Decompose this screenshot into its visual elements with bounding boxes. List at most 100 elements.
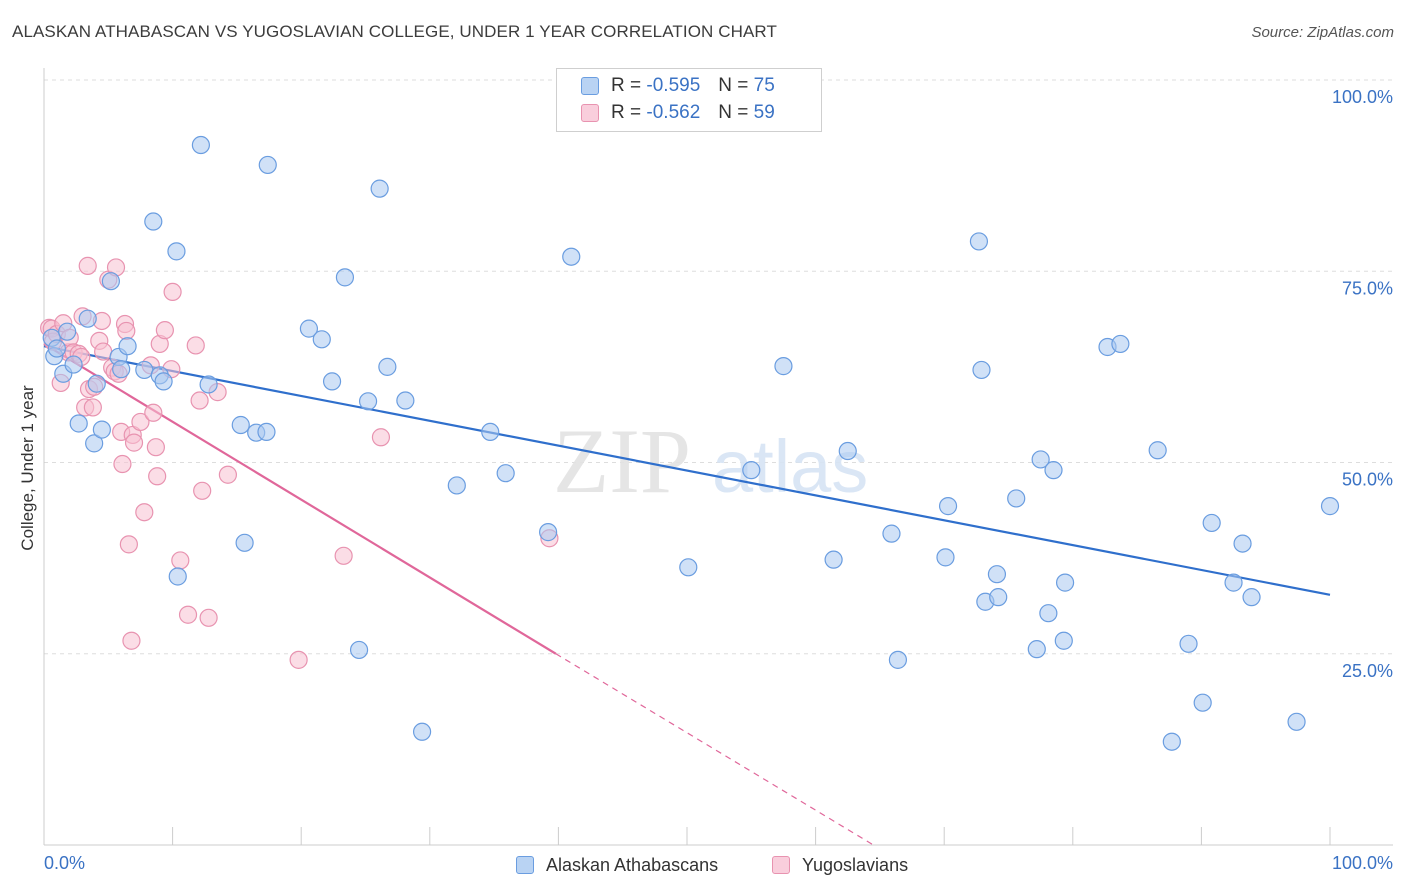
source-credit: Source: ZipAtlas.com bbox=[1251, 24, 1394, 41]
data-point bbox=[1162, 732, 1181, 751]
watermark: ZIP atlas bbox=[553, 410, 868, 512]
data-point bbox=[199, 608, 218, 627]
data-point bbox=[92, 420, 111, 439]
data-point bbox=[119, 535, 138, 554]
data-point bbox=[135, 360, 154, 380]
data-point bbox=[1148, 441, 1167, 460]
legend-n-label: N = bbox=[718, 102, 749, 123]
legend-row-alaskan: R = -0.595 N = 75 bbox=[581, 73, 775, 99]
data-point bbox=[447, 476, 466, 495]
data-point bbox=[322, 372, 342, 391]
data-point bbox=[155, 321, 174, 340]
data-point bbox=[1224, 573, 1243, 592]
data-point bbox=[186, 336, 205, 355]
bottom-legend-alaskan: Alaskan Athabascans bbox=[516, 852, 718, 878]
data-point bbox=[936, 548, 955, 567]
bottom-legend-label: Alaskan Athabascans bbox=[546, 854, 719, 875]
data-point bbox=[824, 550, 843, 569]
data-point bbox=[289, 650, 308, 669]
data-point bbox=[334, 546, 353, 565]
data-point bbox=[135, 503, 154, 522]
data-point bbox=[679, 558, 698, 577]
legend-swatch-pink bbox=[581, 104, 599, 122]
data-point bbox=[539, 523, 558, 542]
legend-swatch-blue bbox=[581, 77, 599, 95]
legend-n-label: N = bbox=[718, 75, 749, 96]
data-point bbox=[191, 135, 210, 155]
data-point bbox=[987, 565, 1007, 584]
data-point bbox=[178, 605, 198, 624]
data-point bbox=[117, 321, 136, 341]
data-point bbox=[938, 497, 958, 516]
data-point bbox=[1320, 497, 1340, 516]
data-point bbox=[1287, 712, 1306, 731]
data-point bbox=[412, 722, 432, 741]
trend-line-alaskan bbox=[43, 345, 1331, 596]
watermark-atlas: atlas bbox=[712, 425, 868, 508]
data-point bbox=[742, 461, 761, 480]
data-point bbox=[371, 428, 391, 447]
data-point bbox=[148, 467, 167, 486]
watermark-zip: ZIP bbox=[553, 410, 691, 512]
data-point bbox=[1054, 631, 1073, 650]
data-point bbox=[146, 438, 165, 457]
data-point bbox=[118, 337, 137, 356]
data-point bbox=[1007, 489, 1026, 508]
data-point bbox=[1044, 461, 1063, 480]
data-point bbox=[257, 422, 276, 441]
data-point bbox=[496, 464, 515, 483]
data-point bbox=[1242, 588, 1261, 607]
bottom-swatch-pink bbox=[772, 856, 790, 874]
data-point bbox=[335, 268, 355, 287]
data-point bbox=[562, 247, 581, 266]
data-point bbox=[481, 422, 500, 441]
data-point bbox=[1027, 640, 1046, 659]
data-point bbox=[312, 330, 331, 349]
data-point bbox=[1193, 693, 1212, 712]
data-point bbox=[349, 640, 369, 660]
points-yugoslavians bbox=[40, 256, 559, 669]
data-point bbox=[47, 339, 66, 358]
data-point bbox=[1233, 534, 1252, 553]
legend-r-value: -0.595 bbox=[646, 75, 701, 96]
data-point bbox=[888, 650, 908, 669]
data-point bbox=[122, 631, 141, 650]
data-point bbox=[113, 454, 132, 474]
bottom-legend-label: Yugoslavians bbox=[802, 854, 909, 875]
data-point bbox=[58, 322, 77, 341]
data-point bbox=[64, 355, 83, 374]
data-point bbox=[231, 415, 250, 435]
legend-r-value: -0.562 bbox=[646, 102, 701, 123]
legend-r-label: R = bbox=[611, 102, 642, 123]
data-point bbox=[1031, 450, 1050, 469]
axes bbox=[43, 68, 1393, 846]
stats-legend: R = -0.595 N = 75 R = -0.562 N = 59 bbox=[556, 68, 822, 132]
y-tick-label: 75.0% bbox=[1342, 278, 1393, 298]
data-point bbox=[168, 567, 187, 586]
legend-row-yugoslavian: R = -0.562 N = 59 bbox=[581, 100, 775, 126]
data-point bbox=[94, 342, 113, 361]
trend-line-yugoslavian-extension bbox=[555, 653, 874, 846]
bottom-swatch-blue bbox=[516, 856, 534, 874]
y-axis-label: College, Under 1 year bbox=[18, 385, 37, 551]
data-point bbox=[258, 155, 277, 175]
data-point bbox=[163, 282, 182, 302]
data-point bbox=[144, 212, 163, 231]
data-point bbox=[83, 398, 102, 417]
y-tick-label: 100.0% bbox=[1332, 87, 1393, 107]
data-point bbox=[124, 433, 144, 452]
data-point bbox=[370, 179, 389, 198]
y-tick-label: 25.0% bbox=[1342, 661, 1393, 681]
data-point bbox=[972, 360, 991, 380]
data-point bbox=[167, 242, 186, 261]
x-tick-label: 0.0% bbox=[44, 853, 85, 873]
trend-lines bbox=[43, 342, 1331, 846]
data-point bbox=[218, 465, 237, 484]
data-point bbox=[171, 551, 190, 570]
data-point bbox=[396, 391, 415, 410]
data-point bbox=[69, 414, 88, 433]
data-point bbox=[190, 391, 209, 410]
data-point bbox=[1179, 634, 1198, 653]
data-point bbox=[358, 392, 378, 411]
data-point bbox=[299, 319, 319, 338]
